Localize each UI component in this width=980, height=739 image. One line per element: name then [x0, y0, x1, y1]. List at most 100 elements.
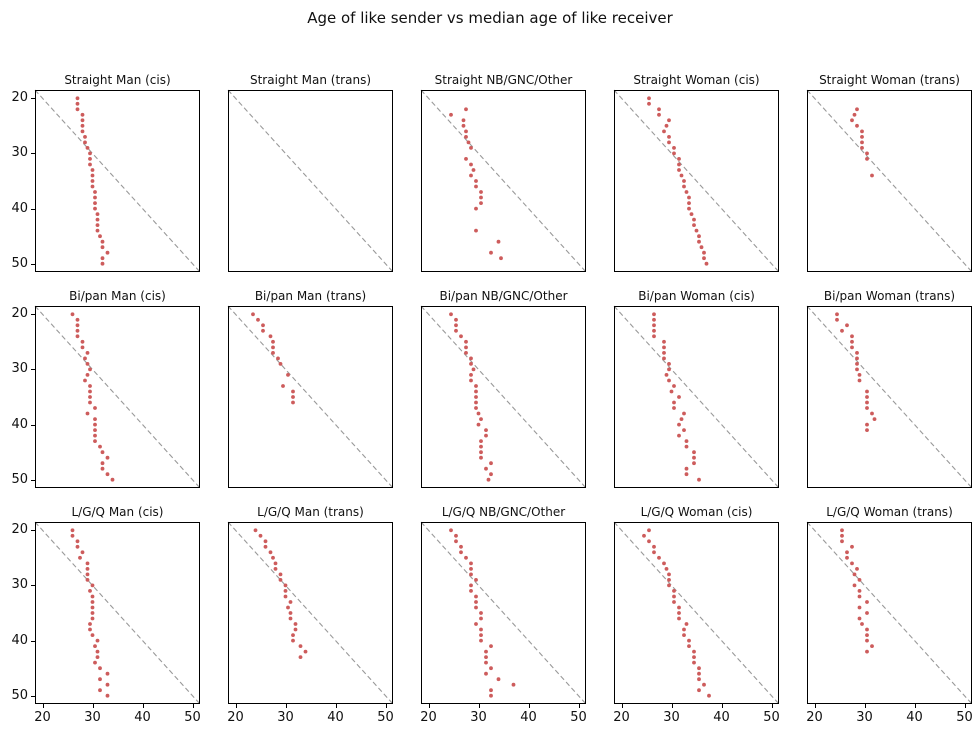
data-point — [652, 334, 656, 339]
data-point — [271, 555, 275, 560]
data-point — [850, 345, 854, 350]
data-point — [271, 351, 275, 355]
data-point — [697, 239, 701, 244]
data-point — [865, 649, 869, 654]
data-point — [852, 572, 857, 577]
data-point — [283, 594, 288, 599]
data-point — [865, 633, 869, 637]
data-point — [664, 373, 669, 377]
y-tick-label: 20 — [11, 90, 28, 106]
data-point — [469, 572, 473, 577]
subplot-axes — [420, 89, 587, 273]
subplot-title: Straight Man (cis) — [64, 73, 171, 87]
data-point — [647, 96, 651, 101]
data-point — [647, 528, 651, 533]
data-point — [860, 129, 864, 134]
x-tick-label: 20 — [806, 710, 823, 725]
data-point — [459, 544, 463, 549]
data-point — [268, 334, 273, 339]
data-point — [707, 693, 711, 698]
y-tick-label: 40 — [11, 416, 28, 432]
data-point — [484, 433, 488, 438]
data-point — [474, 594, 478, 599]
data-point — [852, 112, 857, 117]
x-tick-mark — [964, 704, 966, 708]
data-point — [469, 583, 473, 588]
data-point — [469, 362, 473, 366]
data-point — [83, 356, 87, 361]
subplot-axes — [420, 305, 587, 489]
data-point — [657, 555, 661, 560]
data-point — [273, 561, 278, 566]
data-point — [98, 677, 102, 682]
x-tick-label: 20 — [420, 710, 437, 725]
data-point — [857, 594, 862, 599]
data-point — [95, 638, 100, 643]
data-point — [474, 578, 478, 582]
data-point — [870, 644, 874, 648]
data-point — [273, 567, 278, 571]
subplot-axes — [420, 521, 587, 705]
data-point — [471, 367, 476, 372]
data-point — [479, 417, 483, 421]
data-point — [852, 583, 857, 588]
data-point — [850, 544, 854, 549]
data-point — [100, 239, 105, 244]
data-point — [857, 578, 862, 582]
data-point — [664, 123, 669, 128]
data-point — [687, 206, 691, 211]
axes-spines — [614, 90, 779, 272]
data-point — [93, 439, 97, 443]
data-point — [845, 323, 849, 328]
data-point — [652, 312, 656, 317]
x-tick-label: 30 — [856, 710, 873, 725]
data-point — [303, 649, 308, 654]
data-point — [692, 217, 696, 222]
data-point — [489, 644, 493, 648]
data-point — [93, 417, 97, 421]
data-point — [75, 101, 80, 106]
y-tick-label: 30 — [11, 361, 28, 377]
data-point — [697, 477, 701, 482]
data-point — [105, 671, 110, 676]
data-point — [293, 627, 298, 632]
identity-line — [34, 521, 201, 705]
data-point — [288, 611, 293, 615]
subplot-axes — [613, 89, 780, 273]
data-point — [85, 578, 90, 582]
data-point — [870, 173, 874, 178]
data-point — [474, 400, 478, 405]
data-point — [662, 356, 666, 361]
x-tick-mark — [142, 704, 144, 708]
identity-line — [34, 89, 201, 273]
data-point — [684, 622, 689, 626]
data-point — [652, 544, 656, 549]
x-tick-mark — [42, 704, 44, 708]
data-point — [461, 123, 466, 128]
data-point — [93, 433, 97, 438]
data-point — [496, 239, 501, 244]
data-point — [471, 168, 476, 172]
data-point — [88, 627, 92, 632]
data-point — [449, 112, 453, 117]
data-point — [855, 351, 859, 355]
data-point — [857, 373, 862, 377]
data-point — [90, 594, 95, 599]
data-point — [687, 638, 691, 643]
data-point — [105, 472, 110, 477]
identity-line — [613, 305, 780, 489]
y-tick-mark — [31, 695, 35, 697]
data-point — [461, 118, 466, 123]
data-point — [85, 351, 90, 355]
data-point — [449, 528, 453, 533]
data-point — [93, 190, 97, 194]
data-point — [840, 533, 844, 538]
y-tick-mark — [31, 153, 35, 155]
data-point — [83, 140, 87, 145]
data-point — [840, 328, 844, 333]
data-point — [469, 173, 473, 178]
data-point — [88, 622, 92, 626]
x-tick-mark — [92, 704, 94, 708]
data-point — [474, 228, 478, 233]
